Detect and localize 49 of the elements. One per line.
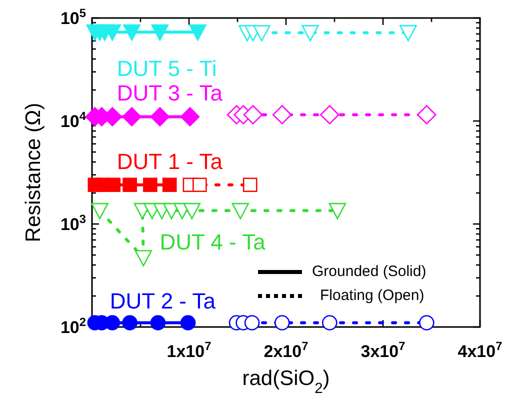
series-label: DUT 1 - Ta (116, 148, 224, 174)
annotation: Grounded (Solid) (312, 262, 426, 280)
point (328, 202, 346, 220)
point (189, 24, 206, 41)
point (242, 178, 258, 192)
point (400, 25, 417, 42)
point (180, 315, 196, 330)
point (302, 25, 319, 42)
point (150, 315, 166, 330)
point (253, 25, 270, 42)
x-tick-label: 4x10$^{7}$ (458, 339, 503, 361)
x-tick-label: 3x10$^{7}$ (360, 339, 406, 361)
point (123, 24, 140, 41)
point (244, 315, 260, 330)
annotation: Floating (Open) (320, 286, 424, 304)
point (183, 202, 201, 220)
point (272, 105, 292, 124)
point (232, 202, 250, 220)
point (192, 178, 207, 192)
series-label: DUT 3 - Ta (116, 80, 224, 106)
point (322, 315, 338, 330)
point (122, 315, 138, 330)
x-tick-label: 2x10$^{7}$ (264, 339, 309, 361)
point (320, 105, 340, 124)
point (122, 178, 137, 192)
point (151, 24, 169, 41)
point (150, 107, 170, 126)
point (106, 178, 120, 192)
point (419, 315, 434, 330)
point (180, 107, 200, 126)
series-label: DUT 4 - Ta (160, 229, 266, 254)
y-axis-title: Resistance (Ω) (22, 102, 45, 242)
y-tick-label: 10$^{3}$ (60, 212, 86, 234)
point (274, 315, 290, 330)
point (417, 105, 436, 124)
y-tick-label: 10$^{2}$ (60, 315, 86, 337)
y-tick-label: 10$^{4}$ (60, 109, 86, 131)
x-tick-label: 1x10$^{7}$ (166, 339, 212, 361)
x-axis-title: rad(SiO$_{2}$) (242, 367, 330, 397)
point (243, 105, 263, 124)
point (122, 107, 142, 126)
point (104, 24, 122, 41)
point (162, 178, 177, 192)
point (134, 250, 152, 266)
point (143, 178, 158, 192)
y-tick-label: 10$^{5}$ (60, 6, 86, 28)
series-label: DUT 2 - Ta (110, 288, 216, 314)
series-label: DUT 5 - Ti (116, 56, 217, 81)
point (91, 202, 108, 220)
